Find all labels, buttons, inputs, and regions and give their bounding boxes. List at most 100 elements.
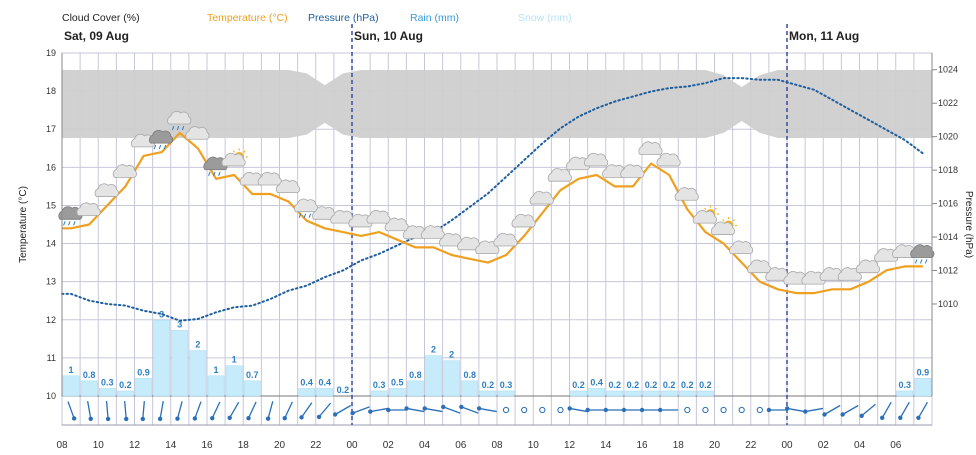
cloud-sun-icon [221,148,248,167]
wind-arrow-icon [159,401,164,419]
rain-value-label: 0.4 [590,377,603,387]
rain-bar [425,355,442,397]
wind-arrow-head [124,416,129,422]
cloud-icon [493,232,518,247]
rain-drop [213,171,216,176]
cloud-shape [547,168,572,182]
rain-bar [479,390,497,397]
rain-value-label: 0.4 [319,377,332,387]
rain-value-label: 0.7 [246,370,259,380]
rain-value-label: 0.2 [645,380,658,390]
cloud-icon [511,213,536,228]
x-tick-label: 14 [165,440,177,451]
cloud-shape [710,221,736,235]
wind-arrow-head [316,414,322,420]
temperature-axis-title: Temperature (°C) [18,186,29,263]
wind-arrow-head [140,416,145,422]
wind-arrow-icon [300,402,313,418]
cloud-icon [674,187,699,201]
wind-arrow-icon [105,400,109,420]
rain-drop [308,213,312,218]
x-tick-label: 02 [383,440,395,451]
cloud-shape [529,191,554,205]
calm-wind-icon [756,406,763,414]
cloud-cover-band [62,70,932,138]
wind-arrow-head [350,410,355,416]
cloud-sun-icon [692,205,719,224]
x-tick-label: 16 [636,440,648,451]
wind-arrow-icon [86,401,92,419]
rain-drop [73,221,76,226]
rain-bar [624,390,642,397]
x-tick-label: 18 [673,440,685,451]
wind-arrow-head [422,406,427,411]
temperature-line [62,131,923,295]
cloud-shape [674,187,699,201]
rain-drop [208,171,211,176]
rain-value-label: 2 [431,345,436,355]
rain-value-label: 0.9 [137,367,150,377]
rain-drop [914,259,918,264]
wind-arrow-icon [917,401,929,419]
rain-bar [316,388,334,397]
cloud-shape [420,225,446,239]
wind-arrow-head [585,407,590,413]
wind-arrow-icon [229,401,240,419]
rain-value-label: 0.3 [500,380,513,390]
wind-row [67,400,929,422]
temperature-tick-label: 12 [46,315,56,325]
cloud-icon [112,164,137,178]
pressure-axis-title: Pressure (hPa) [963,191,974,258]
sun-ray [704,207,707,210]
rain-bar [153,320,170,397]
rain-bar [99,388,116,397]
temperature-tick-label: 13 [46,277,56,287]
day-label: Mon, 11 Aug [789,29,859,43]
cloud-icon [384,217,409,232]
cloud-shape [855,259,881,274]
wind-arrow-head [246,415,251,421]
rain-bar [660,390,678,397]
wind-arrow-head [784,406,790,411]
wind-arrow-head [157,416,163,422]
temperature-tick-label: 15 [46,200,56,210]
calm-wind-icon [502,406,510,414]
cloud-shape [656,152,681,167]
rain-drop [68,221,71,226]
cloud-icon [729,240,754,255]
cloud-shape [294,198,319,213]
rain-bar [171,330,189,397]
wind-arrow-icon [461,406,479,414]
x-tick-label: 20 [709,440,721,451]
cloud-shape [257,172,282,186]
x-tick-label: 10 [528,440,540,451]
rain-bar [135,378,152,397]
wind-arrow-icon [247,401,257,419]
rain-bar [461,380,479,397]
wind-arrow-icon [124,400,127,420]
cloud-shape [94,183,119,197]
legend-item: Rain (mm) [410,12,459,24]
cloud-rain-icon [167,111,192,131]
x-tick-label: 06 [455,440,467,451]
rain-bar [679,390,696,397]
rain-bar [497,390,515,397]
x-tick-label: 02 [818,440,830,451]
temperature-tick-label: 11 [47,353,56,363]
cloud-shape [692,210,717,224]
calm-wind-icon [684,406,691,414]
axes: 1011121314151617181910101012101410161018… [18,48,974,451]
wind-arrow-head [332,412,338,417]
temperature-tick-label: 14 [46,239,56,249]
wind-arrow-head [386,407,391,413]
wind-arrow-head [898,415,903,420]
calm-wind-icon [539,406,546,414]
wind-arrow-icon [334,404,352,416]
day-dividers: Sat, 09 Aug Sun, 10 Aug Mon, 11 Aug [64,24,859,425]
temperature-tick-label: 19 [46,48,56,58]
weather-icons [58,111,935,285]
sun-ray [732,219,735,222]
wind-arrow-icon [805,407,824,413]
cloud-shape [384,217,409,232]
cloud-rain-icon [910,244,935,264]
